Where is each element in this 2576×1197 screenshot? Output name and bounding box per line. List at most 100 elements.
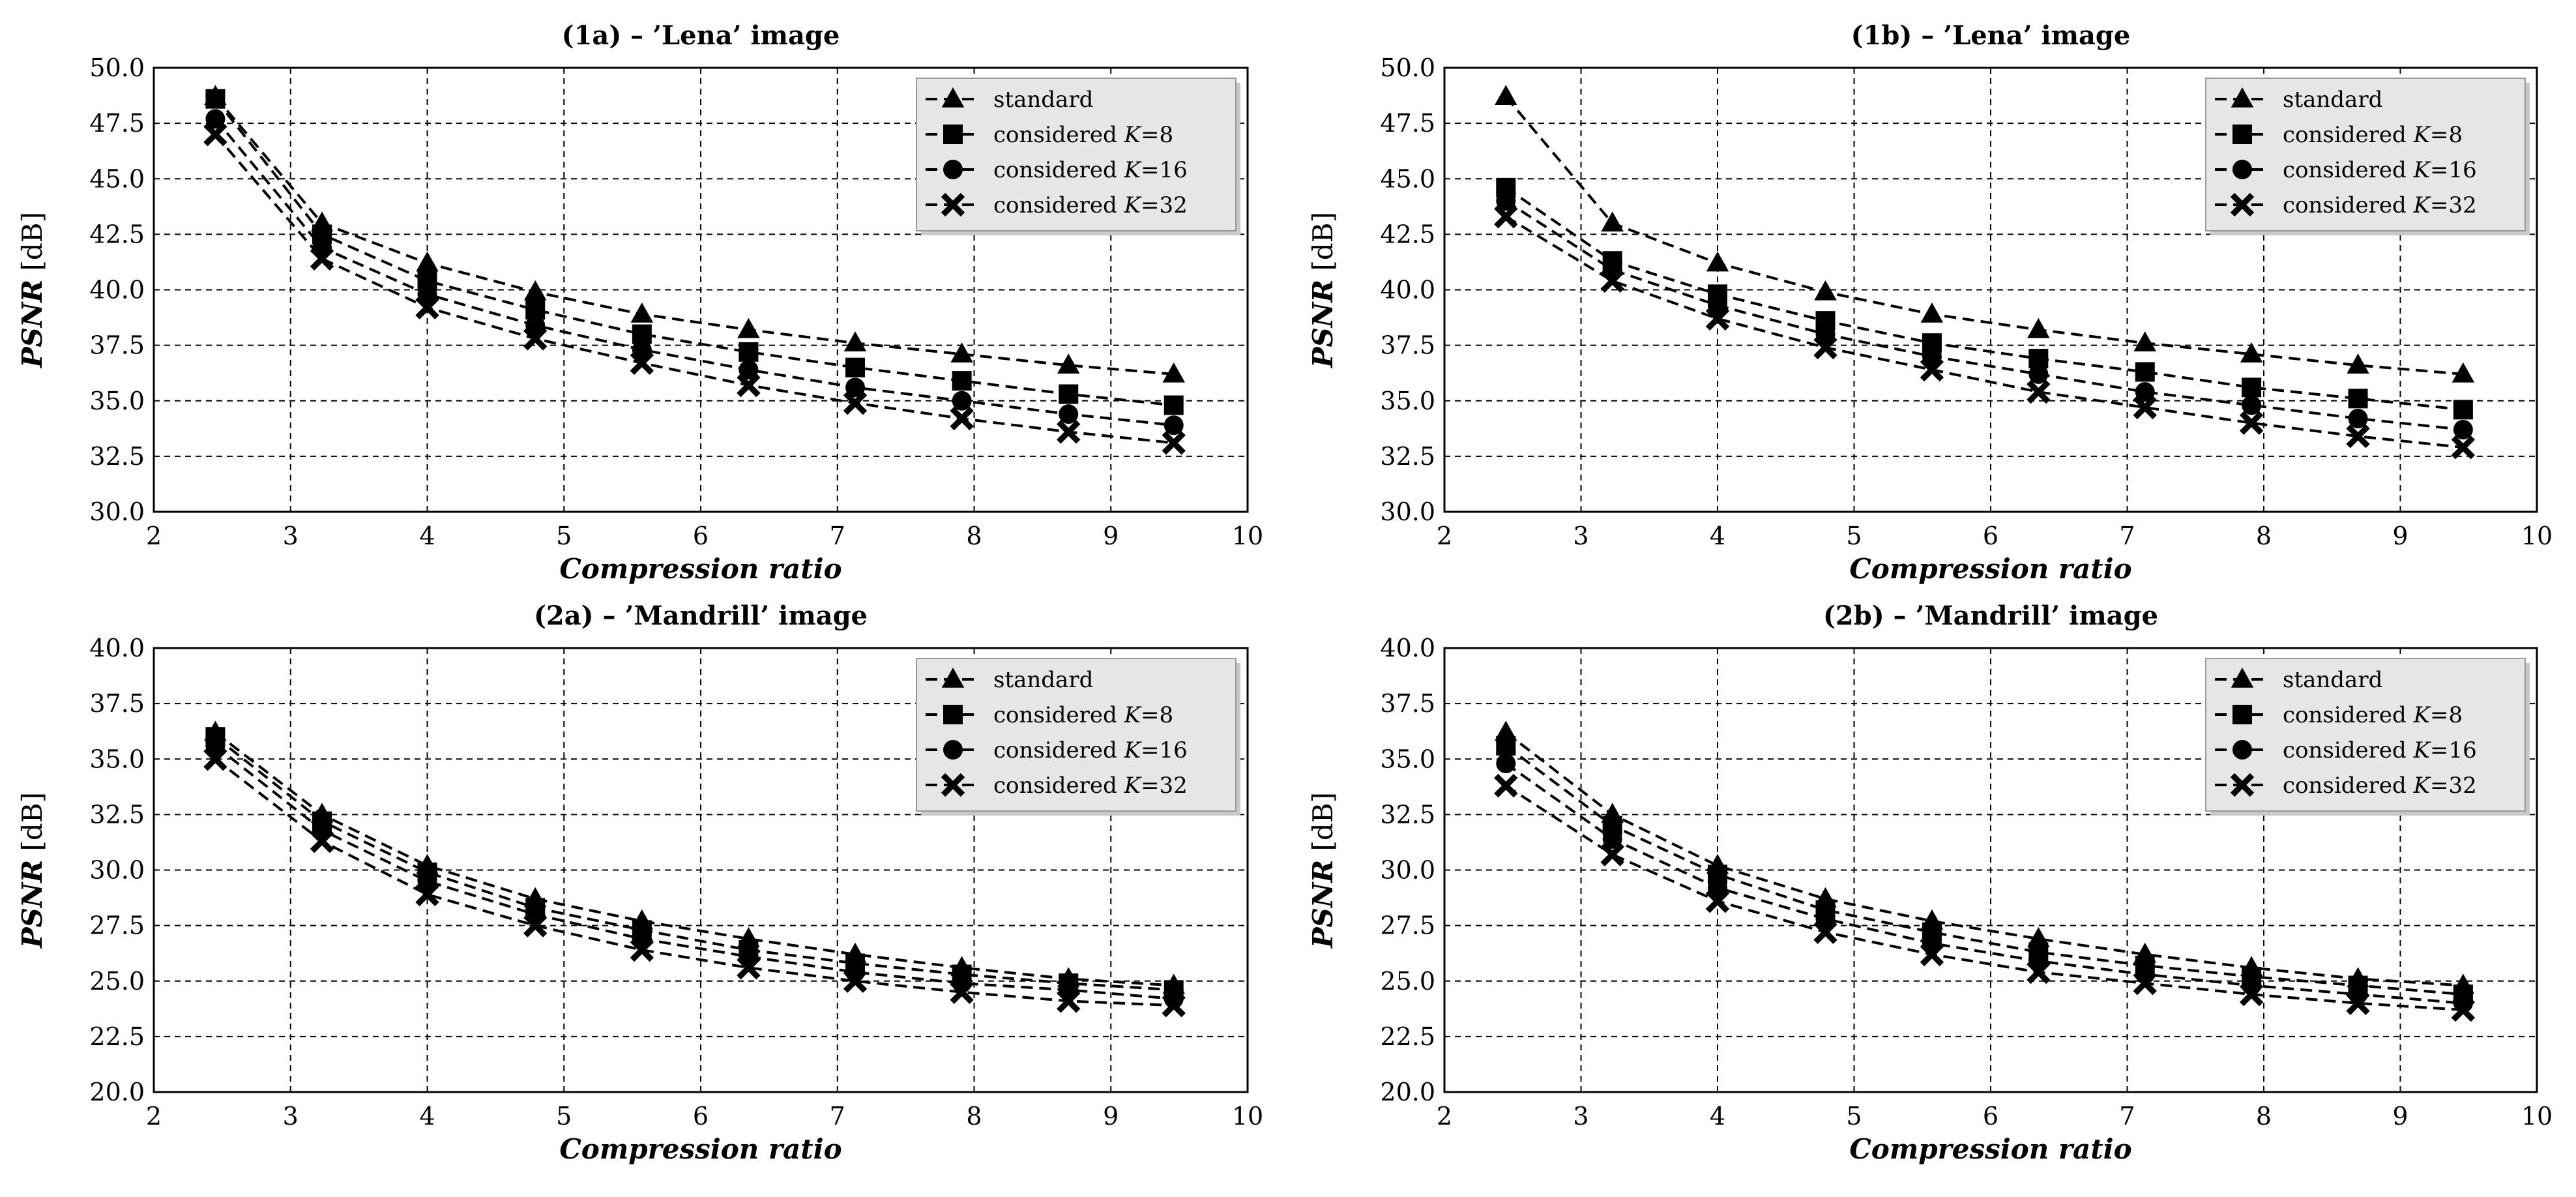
legend-label: standard [2283, 667, 2382, 693]
x-axis-label: Compression ratio [559, 553, 842, 585]
y-tick-label: 47.5 [1380, 109, 1435, 138]
y-tick-label: 35.0 [89, 745, 145, 773]
x-tick-label: 6 [1983, 522, 1998, 550]
legend-entry: standard [926, 667, 1093, 693]
x-tick-label: 9 [1103, 522, 1119, 550]
series-line [214, 735, 1174, 992]
data-point [1162, 994, 1186, 1018]
y-tick-label: 27.5 [1380, 911, 1435, 940]
data-point [1495, 720, 1517, 741]
x-tick-label: 4 [1710, 1102, 1725, 1130]
data-point [950, 406, 974, 431]
series-line [214, 98, 1174, 407]
legend-entry: considered K=16 [2215, 737, 2477, 763]
chart-title: (2b) – ’Mandrill’ image [1823, 600, 2158, 631]
legend-entry: considered K=32 [2215, 773, 2477, 799]
data-point [416, 251, 439, 272]
y-tick-label: 45.0 [1380, 164, 1435, 193]
y-axis-label: PSNR [dB] [1307, 212, 1339, 368]
legend-label: considered K=32 [2283, 192, 2477, 218]
legend-marker [2232, 740, 2252, 760]
y-tick-label: 42.5 [89, 220, 145, 248]
legend: standard considered K=8 considered K=16 con… [2205, 658, 2530, 816]
series-line [1505, 745, 2464, 996]
data-point [1057, 989, 1081, 1013]
data-point [2135, 362, 2155, 382]
y-tick-label: 27.5 [89, 911, 145, 940]
legend-marker [2232, 705, 2252, 724]
y-tick-label: 25.0 [89, 967, 145, 996]
data-point [1600, 842, 1624, 866]
x-tick-label: 4 [419, 1102, 435, 1130]
data-point [2133, 395, 2157, 420]
series-cross [1494, 773, 2476, 1022]
data-point [1920, 302, 1944, 323]
data-point [630, 351, 654, 376]
data-point [2451, 436, 2476, 460]
legend-entry: considered K=16 [926, 157, 1188, 183]
data-point [1705, 306, 1730, 331]
x-tick-label: 10 [1232, 1102, 1263, 1130]
data-point [2453, 420, 2473, 440]
x-axis-label: Compression ratio [1849, 553, 2131, 585]
data-point [1814, 280, 1837, 301]
data-point [2451, 998, 2476, 1022]
data-point [203, 747, 227, 771]
data-point [2242, 377, 2262, 398]
legend-label: considered K=32 [2283, 773, 2477, 799]
series-line [1505, 762, 2464, 1005]
y-tick-label: 35.0 [89, 387, 145, 415]
x-tick-label: 2 [146, 1102, 162, 1130]
y-tick-label: 35.0 [1380, 387, 1435, 415]
data-point [737, 956, 761, 980]
data-point [2452, 362, 2475, 383]
legend-entry: considered K=32 [2215, 192, 2477, 218]
series-line [214, 758, 1174, 1007]
legend-marker [2231, 87, 2254, 108]
x-tick-label: 9 [2392, 1102, 2408, 1130]
data-point [2239, 411, 2264, 435]
data-point [2347, 353, 2369, 374]
x-tick-label: 4 [1710, 522, 1725, 550]
data-point [1059, 384, 1079, 404]
data-point [1057, 420, 1081, 444]
legend: standard considered K=8 considered K=16 con… [916, 78, 1240, 235]
legend-entry: considered K=8 [2215, 122, 2463, 148]
data-point [2028, 364, 2049, 384]
series-cross [203, 122, 1186, 455]
data-point [952, 391, 972, 411]
plot-frame [153, 66, 1249, 513]
data-point [845, 377, 866, 398]
legend-marker [943, 740, 963, 760]
legend-label: considered K=8 [2283, 122, 2463, 148]
y-tick-label: 42.5 [1380, 220, 1435, 248]
legend-label: standard [993, 87, 1093, 113]
legend-entry: considered K=8 [926, 122, 1173, 148]
x-tick-label: 10 [1232, 522, 1263, 550]
data-point [2346, 424, 2370, 449]
data-point [1495, 85, 1517, 106]
data-point [1920, 942, 1944, 967]
y-tick-label: 50.0 [89, 53, 145, 82]
y-tick-label: 32.5 [89, 800, 145, 829]
legend-marker [2230, 773, 2255, 797]
y-tick-label: 30.0 [89, 856, 145, 885]
y-tick-label: 32.5 [89, 442, 145, 471]
y-tick-label: 40.0 [1380, 634, 1435, 662]
series-line [214, 745, 1174, 1000]
data-point [415, 882, 439, 907]
x-tick-label: 5 [1846, 1102, 1862, 1130]
data-point [950, 980, 974, 1004]
x-tick-label: 8 [2256, 1102, 2272, 1130]
data-point [739, 342, 759, 362]
chart-title: (2a) – ’Mandrill’ image [534, 600, 868, 631]
y-tick-label: 20.0 [1380, 1078, 1435, 1106]
y-tick-label: 50.0 [1380, 53, 1435, 82]
series-line [1504, 95, 2464, 376]
chart-panel-1: (1a) – ’Lena’ image 2 3 4 5 6 7 8 9 10 30.0 32.5 35.… [16, 20, 1263, 585]
y-axis-label: PSNR [dB] [16, 792, 48, 949]
data-point [1059, 404, 1079, 424]
data-point [845, 357, 866, 377]
data-point [1602, 829, 1622, 849]
data-point [1494, 204, 1518, 229]
